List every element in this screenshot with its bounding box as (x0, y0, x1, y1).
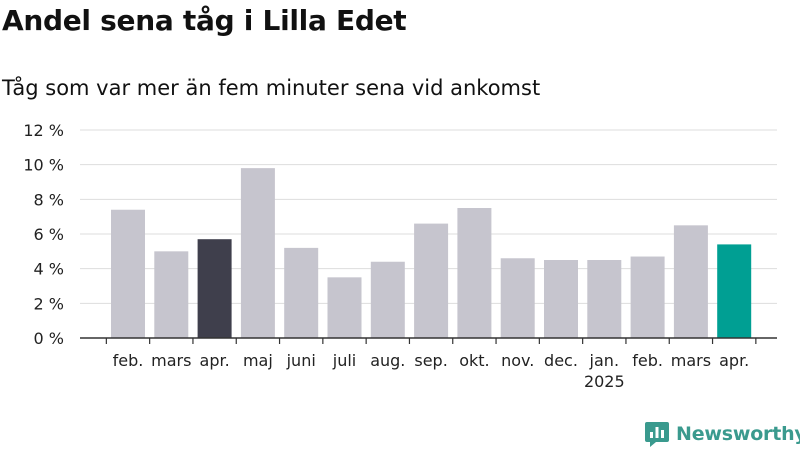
y-tick-label: 6 % (34, 225, 64, 244)
bar (111, 209, 145, 338)
bar (370, 261, 405, 338)
x-tick-label: feb. (632, 351, 663, 370)
bar (154, 251, 189, 338)
bar (457, 208, 492, 338)
x-tick-label: mars (671, 351, 711, 370)
x-tick-label: juni (286, 351, 316, 370)
x-tick-label: nov. (501, 351, 534, 370)
x-tick-label: apr. (719, 351, 749, 370)
bar (327, 277, 362, 338)
y-tick-label: 0 % (34, 329, 64, 348)
newsworthy-logo: Newsworthy (644, 420, 800, 448)
bar (414, 223, 449, 338)
y-tick-label: 12 % (23, 121, 64, 140)
x-tick-label: okt. (459, 351, 489, 370)
x-tick-label: dec. (544, 351, 578, 370)
bar (717, 244, 752, 338)
chart-title: Andel sena tåg i Lilla Edet (2, 4, 407, 37)
x-tick-label: jan. (589, 351, 619, 370)
x-tick-label: sep. (414, 351, 447, 370)
bar (500, 258, 535, 338)
bars (111, 168, 752, 338)
bar (544, 260, 578, 338)
chart-subtitle: Tåg som var mer än fem minuter sena vid … (2, 76, 541, 100)
x-tick-label: maj (243, 351, 273, 370)
x-tick-label: aug. (370, 351, 405, 370)
bar (630, 256, 665, 338)
x-axis (80, 337, 777, 344)
bar (673, 225, 708, 338)
x-tick-label: feb. (113, 351, 144, 370)
bar (587, 260, 622, 338)
x-tick-label: mars (151, 351, 191, 370)
brand-name: Newsworthy (676, 423, 800, 445)
x-year-label: 2025 (584, 372, 625, 391)
bar (284, 247, 319, 338)
newsworthy-logo-icon (645, 422, 669, 447)
y-tick-label: 4 % (34, 260, 64, 279)
y-tick-labels: 0 % 2 % 4 % 6 % 8 % 10 % 12 % (23, 121, 64, 348)
x-tick-label: juli (332, 351, 356, 370)
x-tick-label: apr. (200, 351, 230, 370)
y-tick-label: 8 % (34, 190, 64, 209)
bar (197, 239, 232, 338)
y-tick-label: 2 % (34, 294, 64, 313)
bar (240, 168, 275, 338)
y-tick-label: 10 % (23, 156, 64, 175)
x-tick-labels: feb. mars apr. maj juni juli aug. sep. okt. nov. d… (113, 351, 750, 391)
